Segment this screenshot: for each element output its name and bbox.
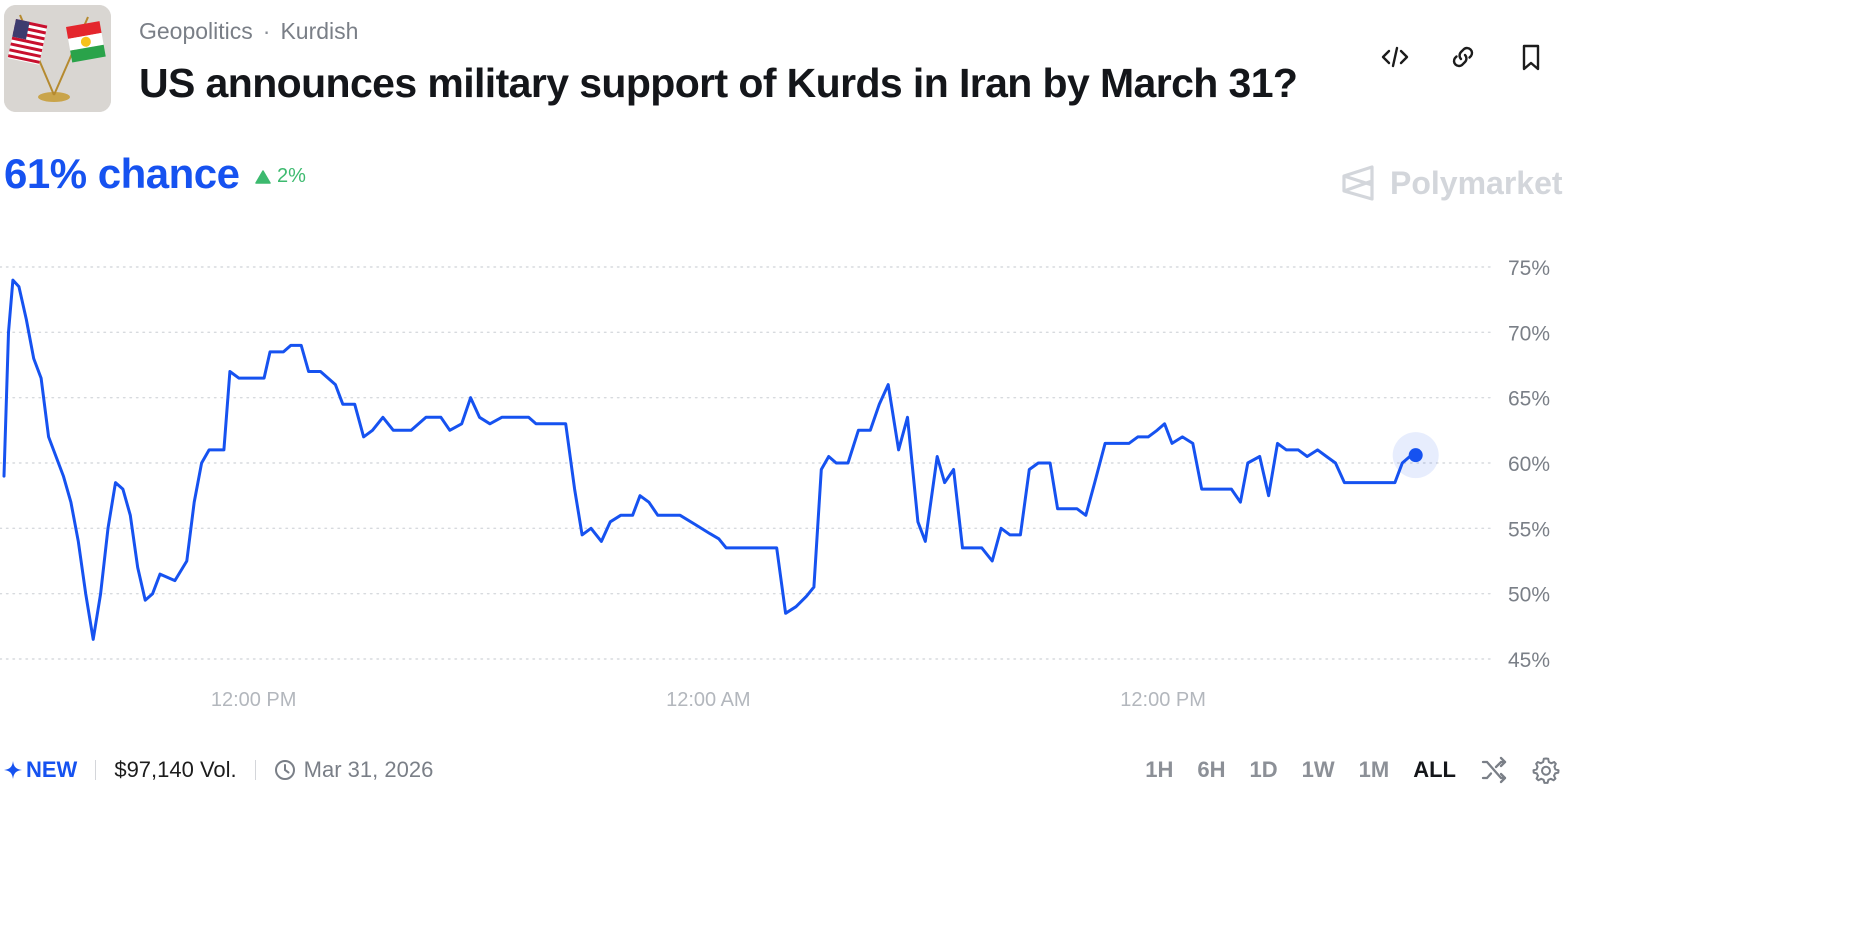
footer-divider — [95, 760, 97, 780]
chart-settings-button[interactable] — [1532, 756, 1560, 784]
y-tick-label: 65% — [1508, 388, 1550, 411]
breadcrumb-subcategory[interactable]: Kurdish — [280, 18, 359, 44]
range-1m[interactable]: 1M — [1358, 757, 1390, 782]
range-1h[interactable]: 1H — [1145, 757, 1174, 782]
link-icon — [1452, 46, 1474, 68]
chance-delta: 2% — [255, 165, 306, 188]
time-range-selector: 1H 6H 1D 1W 1M ALL — [1145, 755, 1560, 785]
end-date-text: Mar 31, 2026 — [303, 757, 434, 782]
range-1d[interactable]: 1D — [1249, 757, 1278, 782]
x-tick-label: 12:00 PM — [211, 689, 297, 711]
flags-image — [4, 5, 111, 112]
brand-name: Polymarket — [1390, 164, 1563, 201]
y-tick-label: 60% — [1508, 453, 1550, 476]
chance-delta-value: 2% — [277, 165, 306, 187]
y-tick-label: 75% — [1508, 257, 1550, 280]
y-tick-label: 45% — [1508, 649, 1550, 672]
market-thumbnail — [4, 5, 111, 112]
range-6h[interactable]: 6H — [1197, 757, 1226, 782]
polymarket-logo-icon — [1342, 165, 1374, 201]
end-date: Mar 31, 2026 — [274, 757, 434, 783]
range-1w[interactable]: 1W — [1301, 757, 1335, 782]
x-tick-label: 12:00 AM — [666, 689, 751, 711]
current-point — [1408, 448, 1423, 463]
breadcrumb-category[interactable]: Geopolitics — [139, 18, 253, 44]
brand-watermark: Polymarket — [1340, 164, 1563, 202]
market-title: US announces military support of Kurds i… — [139, 60, 1298, 106]
clock-icon — [274, 760, 295, 780]
copy-link-button[interactable] — [1446, 40, 1480, 74]
y-tick-label: 70% — [1508, 322, 1550, 345]
header-actions — [1378, 40, 1548, 74]
series-line — [2, 278, 1418, 641]
breadcrumb: Geopolitics · Kurdish — [139, 18, 358, 45]
y-tick-label: 50% — [1508, 584, 1550, 607]
x-tick-label: 12:00 PM — [1120, 689, 1206, 711]
footer-divider — [254, 760, 256, 780]
bookmark-icon — [1522, 44, 1540, 71]
chance-value: 61% chance — [4, 150, 240, 197]
triangle-up-icon — [255, 169, 271, 184]
gear-icon — [1532, 757, 1560, 784]
sparkle-icon — [4, 761, 22, 779]
chart-footer: NEW $97,140 Vol. Mar 31, 2026 1H 6H 1D 1… — [4, 755, 1560, 785]
new-badge-label: NEW — [26, 757, 78, 782]
new-badge: NEW — [4, 757, 77, 783]
breadcrumb-separator: · — [262, 18, 271, 44]
y-tick-label: 55% — [1508, 518, 1550, 541]
embed-button[interactable] — [1378, 40, 1412, 74]
embed-code-icon — [1381, 46, 1409, 68]
volume-text: $97,140 Vol. — [114, 757, 237, 782]
shuffle-icon — [1481, 756, 1507, 784]
bookmark-button[interactable] — [1514, 40, 1548, 74]
price-chart[interactable]: 75% 70% 65% 60% 55% 50% 45% 12:00 PM 12:00 AM 12:… — [0, 230, 1560, 720]
compare-button[interactable] — [1480, 756, 1508, 784]
range-all[interactable]: ALL — [1413, 757, 1456, 782]
